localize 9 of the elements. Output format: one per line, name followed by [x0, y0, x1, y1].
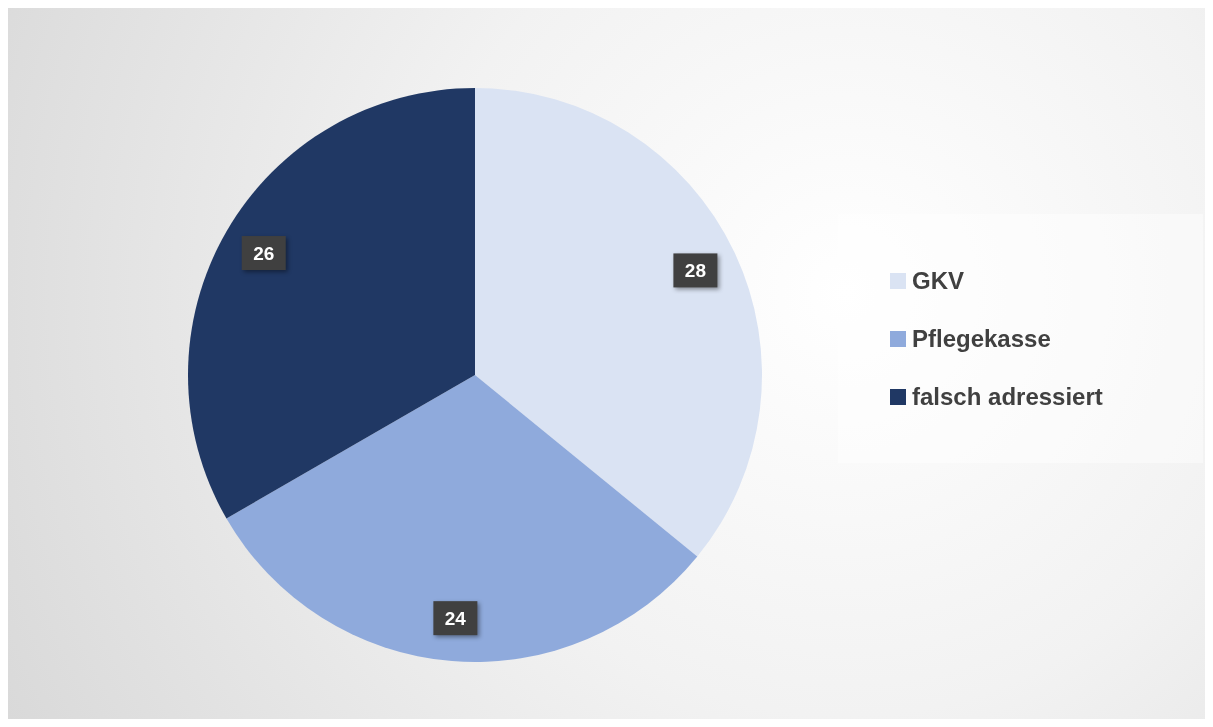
pie-slice — [226, 375, 698, 662]
pie-slice — [475, 88, 762, 557]
pie-slice — [188, 88, 475, 519]
legend-label: Pflegekasse — [912, 324, 1051, 353]
data-label: 26 — [253, 242, 275, 264]
data-label: 28 — [684, 259, 706, 281]
legend-label: falsch adressiert — [912, 382, 1103, 411]
data-label: 24 — [444, 607, 467, 629]
legend-label: GKV — [912, 266, 965, 295]
